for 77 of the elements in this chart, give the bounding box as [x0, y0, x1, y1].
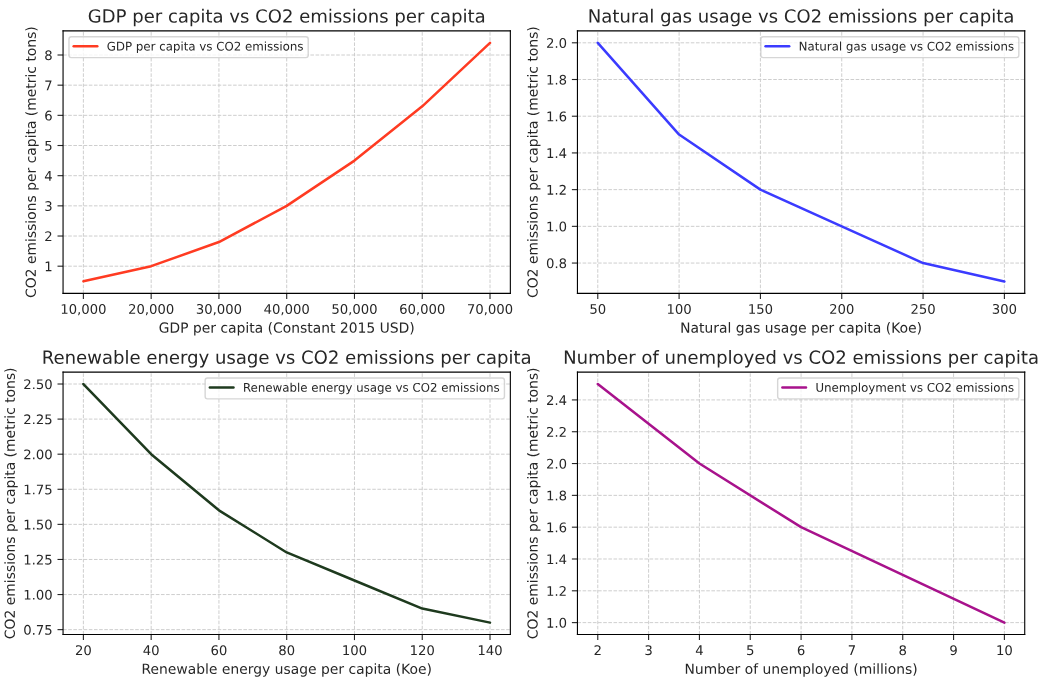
- x-axis-title: Natural gas usage per capita (Koe): [681, 322, 921, 336]
- x-tick-label: 30,000: [196, 303, 242, 316]
- y-tick-label: 5: [45, 140, 52, 151]
- x-axis-title: GDP per capita (Constant 2015 USD): [159, 322, 414, 336]
- x-tick-label: 50,000: [332, 303, 377, 316]
- x-tick-label: 20,000: [129, 303, 174, 316]
- y-axis-title: CO2 emissions per capita (metric tons): [527, 368, 541, 639]
- x-tick-label: 10: [997, 645, 1012, 656]
- x-tick-label: 10,000: [61, 303, 106, 316]
- y-tick-label: 2.4: [547, 395, 567, 405]
- x-tick-label: 3: [645, 645, 652, 656]
- y-tick-label: 2: [45, 231, 52, 242]
- x-axis-title: Renewable energy usage per capita (Koe): [142, 663, 431, 677]
- y-tick-label: 1.8: [547, 490, 567, 501]
- x-tick-label: 140: [478, 645, 502, 656]
- x-tick-label: 150: [749, 303, 773, 314]
- y-tick-label: 1.4: [547, 554, 567, 564]
- y-tick-label: 3: [45, 201, 52, 212]
- x-tick-label: 250: [911, 303, 935, 314]
- y-axis-title: CO2 emissions per capita (metric tons): [4, 368, 18, 639]
- y-tick-label: 1: [45, 261, 52, 272]
- y-tick-label: 0.8: [546, 258, 567, 269]
- line-series: [82, 41, 492, 283]
- chart-title: GDP per capita vs CO2 emissions per capita: [88, 8, 485, 27]
- y-tick-label: 1.4: [547, 148, 567, 158]
- chart-title: Number of unemployed vs CO2 emissions per capita: [564, 350, 1038, 368]
- y-tick-label: 6: [45, 110, 52, 121]
- x-tick-label: 100: [343, 645, 367, 656]
- y-tick-label: 1.25: [24, 554, 52, 565]
- y-tick-label: 1.50: [24, 519, 52, 530]
- x-tick-label: 200: [830, 303, 854, 314]
- y-tick-label: 2.2: [547, 426, 566, 437]
- x-tick-label: 50: [590, 303, 606, 314]
- y-tick-label: 1.8: [547, 74, 567, 85]
- y-tick-label: 2.0: [547, 38, 567, 48]
- legend-label: Unemployment vs CO2 emissions: [816, 382, 1014, 395]
- x-tick-label: 70,000: [468, 303, 513, 316]
- y-tick-label: 1.6: [547, 522, 567, 533]
- y-tick-label: 2.0: [547, 458, 567, 469]
- x-tick-label: 5: [747, 645, 754, 656]
- x-tick-label: 8: [899, 645, 907, 656]
- y-tick-label: 0.75: [24, 624, 52, 635]
- y-tick-label: 1.6: [547, 111, 567, 122]
- y-tick-label: 1.0: [547, 221, 567, 232]
- x-tick-label: 2: [594, 645, 601, 655]
- y-tick-label: 7: [45, 80, 52, 91]
- x-tick-label: 120: [411, 645, 434, 656]
- x-tick-label: 20: [75, 645, 91, 656]
- x-tick-label: 80: [279, 645, 295, 656]
- x-tick-label: 9: [950, 645, 957, 656]
- y-tick-label: 4: [44, 171, 52, 181]
- x-tick-label: 60: [211, 645, 227, 656]
- x-tick-label: 40,000: [264, 303, 309, 316]
- y-tick-label: 2.00: [24, 449, 52, 460]
- x-tick-label: 7: [848, 645, 855, 655]
- y-tick-label: 2.25: [24, 414, 52, 425]
- legend-label: GDP per capita vs CO2 emissions: [107, 41, 303, 53]
- y-tick-label: 1.75: [24, 484, 52, 495]
- y-tick-label: 1.2: [547, 586, 566, 596]
- x-axis-title: Number of unemployed (millions): [685, 663, 917, 677]
- y-tick-label: 8: [45, 50, 52, 61]
- y-tick-label: 1.00: [24, 589, 52, 600]
- y-tick-label: 1.0: [547, 617, 567, 628]
- x-tick-label: 100: [667, 303, 691, 314]
- x-tick-label: 6: [797, 645, 805, 656]
- legend-label: Natural gas usage vs CO2 emissions: [799, 41, 1014, 53]
- legend-label: Renewable energy usage vs CO2 emissions: [244, 382, 500, 395]
- y-axis-title: CO2 emissions per capita (metric tons): [25, 27, 39, 298]
- x-tick-label: 40: [143, 645, 159, 656]
- y-tick-label: 2.50: [24, 379, 52, 390]
- chart-title: Renewable energy usage vs CO2 emissions per capita: [43, 350, 530, 368]
- x-tick-label: 4: [695, 645, 703, 655]
- y-tick-label: 1.2: [547, 184, 566, 195]
- y-axis-title: CO2 emissions per capita (metric tons): [527, 27, 541, 298]
- chart-title: Natural gas usage vs CO2 emissions per capita: [589, 8, 1013, 27]
- x-tick-label: 300: [992, 303, 1017, 314]
- x-tick-label: 60,000: [400, 303, 445, 316]
